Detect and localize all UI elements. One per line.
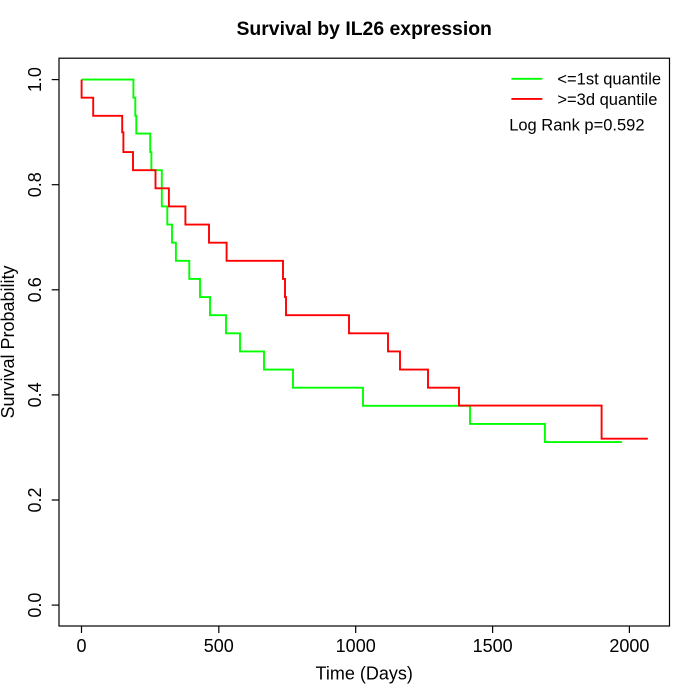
svg-text:0.6: 0.6 [25,277,45,302]
svg-text:0.8: 0.8 [25,172,45,197]
svg-text:2000: 2000 [609,636,649,656]
svg-text:1.0: 1.0 [25,67,45,92]
svg-text:Time (Days): Time (Days) [316,663,413,683]
svg-text:Survival by IL26 expression: Survival by IL26 expression [236,18,491,40]
svg-text:<=1st quantile: <=1st quantile [557,71,661,89]
svg-text:0.4: 0.4 [25,382,45,407]
svg-text:0.2: 0.2 [25,487,45,512]
svg-text:1500: 1500 [473,636,513,656]
svg-text:Survival Probability: Survival Probability [0,265,18,418]
svg-text:1000: 1000 [336,636,376,656]
svg-text:0: 0 [76,636,86,656]
svg-text:Log Rank p=0.592: Log Rank p=0.592 [509,117,644,135]
svg-text:>=3d quantile: >=3d quantile [557,91,657,109]
svg-text:500: 500 [204,636,234,656]
svg-text:0.0: 0.0 [25,593,45,618]
